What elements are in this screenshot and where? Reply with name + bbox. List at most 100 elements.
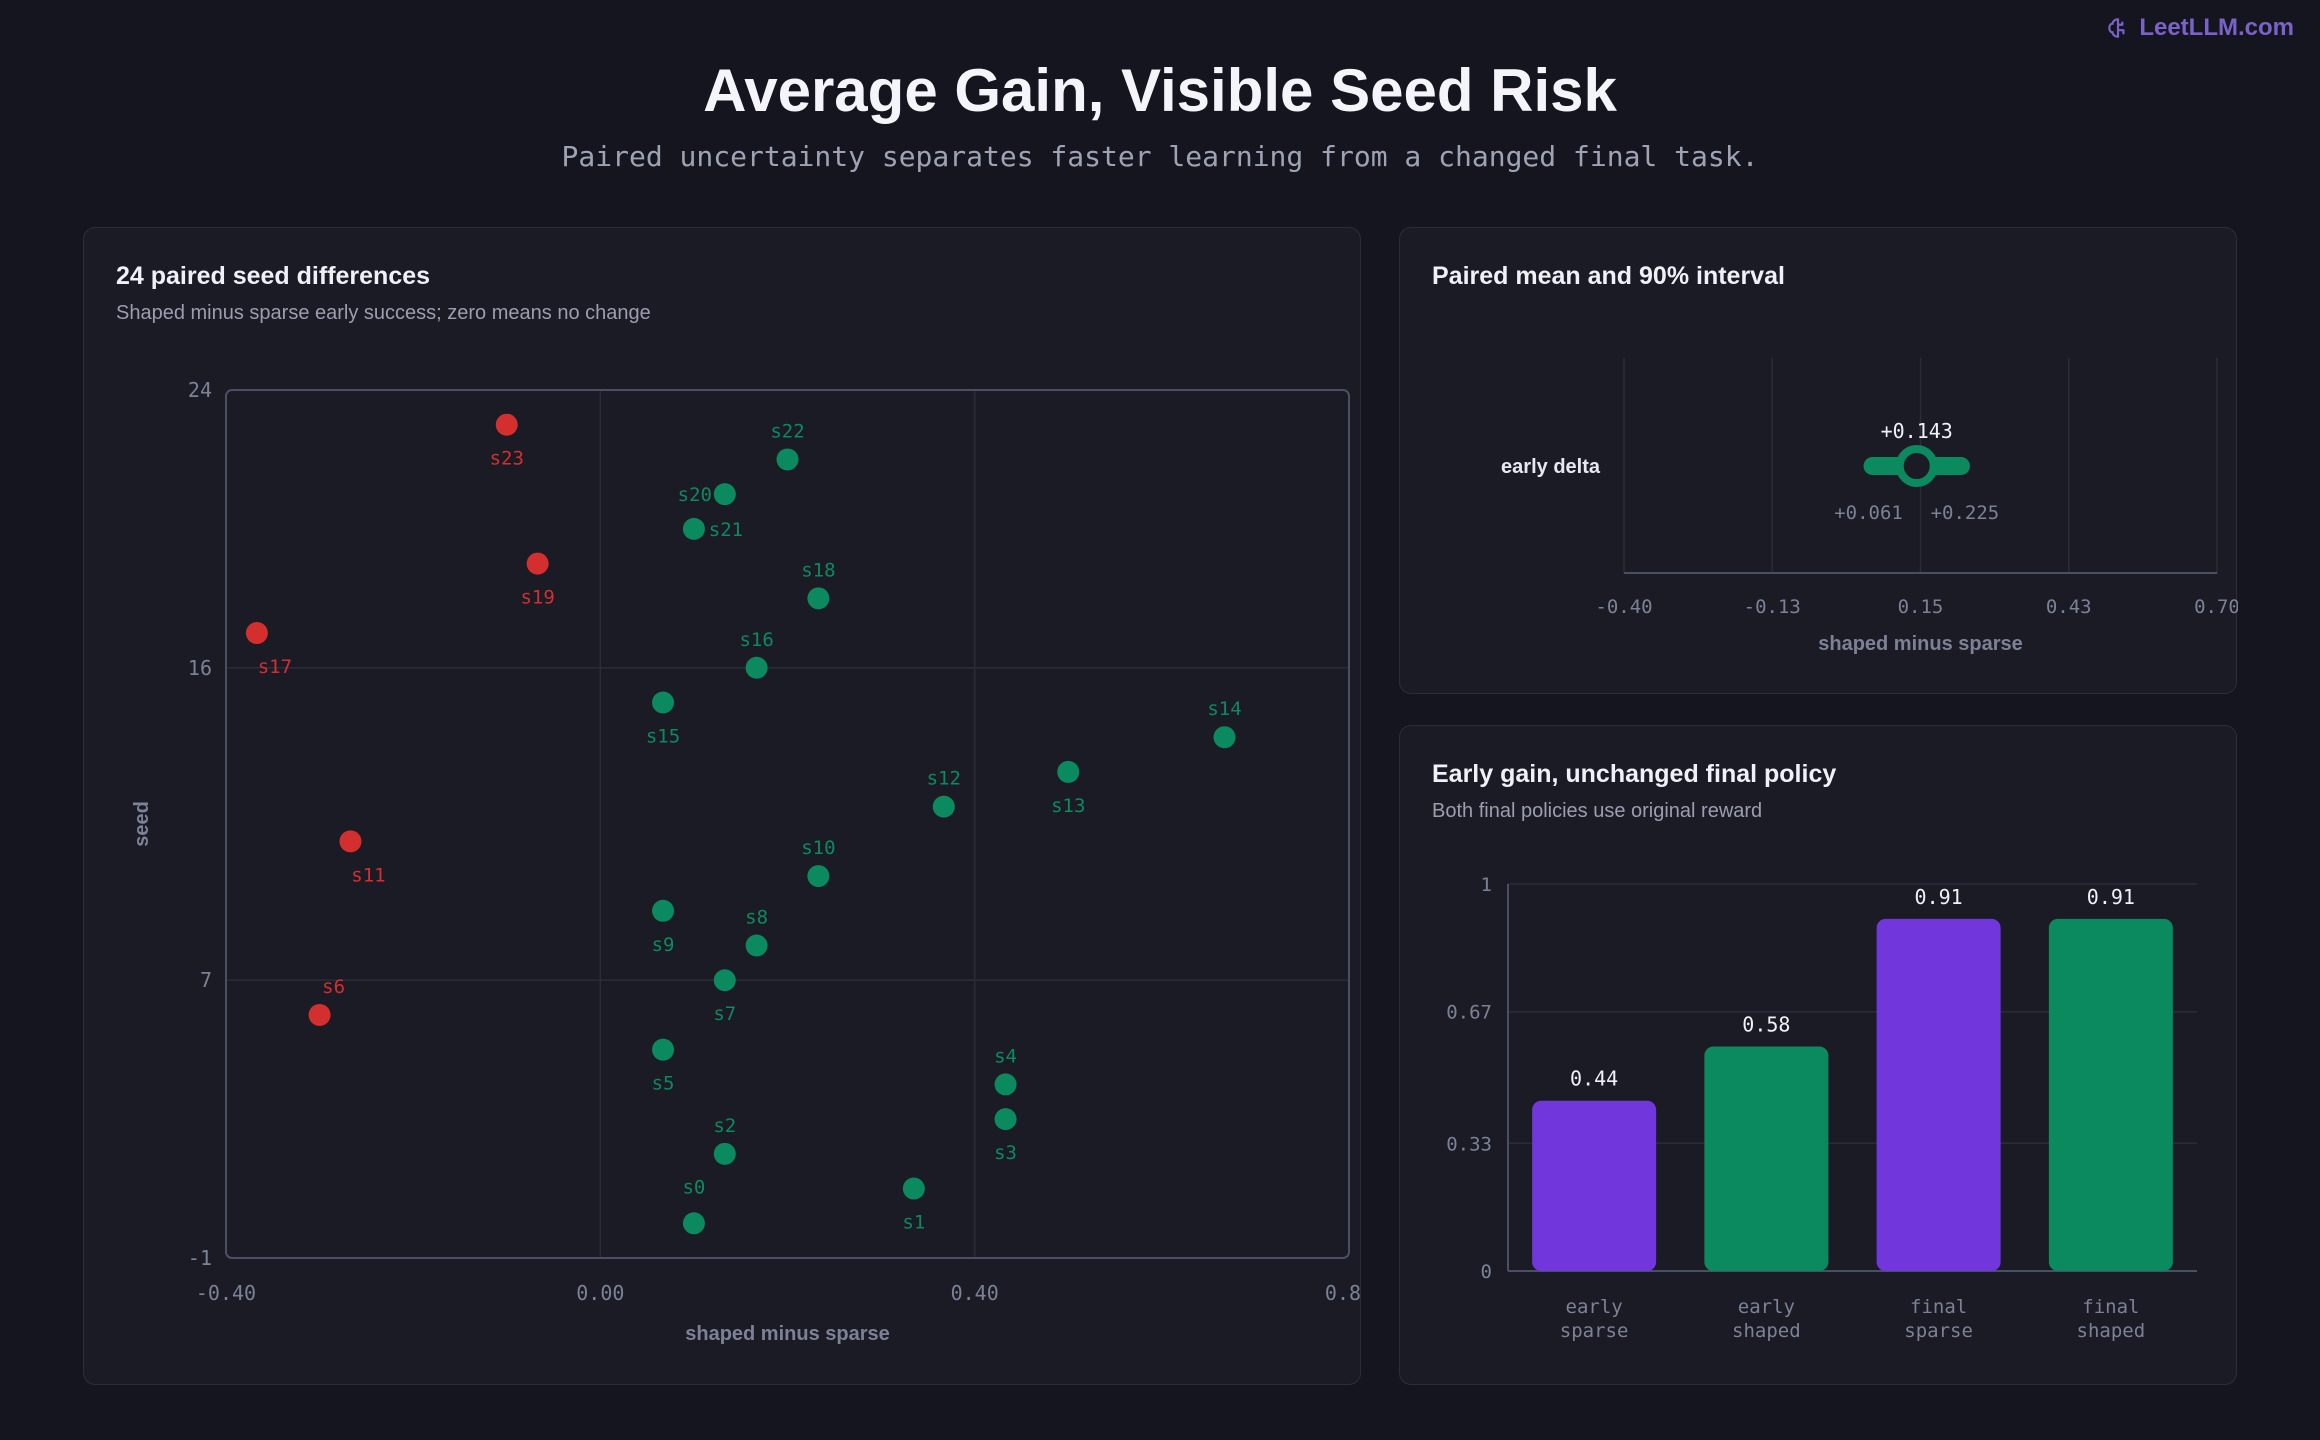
scatter-point-label: s17 xyxy=(258,656,292,678)
scatter-point-s22 xyxy=(776,448,799,471)
brand-name: LeetLLM.com xyxy=(2139,14,2294,41)
scatter-point-s12 xyxy=(932,795,955,818)
scatter-point-s1 xyxy=(902,1177,925,1200)
scatter-y-tick-label: 7 xyxy=(200,968,212,992)
bar-category-label: shaped xyxy=(1732,1320,1801,1342)
scatter-y-tick-label: 24 xyxy=(188,378,212,402)
scatter-point-s0 xyxy=(682,1212,705,1235)
bar-y-tick-label: 1 xyxy=(1481,874,1492,896)
scatter-title: 24 paired seed differences xyxy=(116,262,431,290)
scatter-point-label: s19 xyxy=(520,587,554,609)
bar-final-shaped xyxy=(2048,918,2173,1271)
scatter-point-s16 xyxy=(745,656,768,679)
bar-value-label: 0.44 xyxy=(1570,1067,1618,1091)
bar-final-sparse xyxy=(1876,918,2001,1271)
scatter-point-label: s11 xyxy=(351,864,385,886)
scatter-plot-frame xyxy=(225,389,1350,1259)
interval-panel: Paired mean and 90% interval -0.40 -0.13 0… xyxy=(1399,227,2238,694)
seed-differences-panel: 24 paired seed differences Shaped minus … xyxy=(83,227,1362,1385)
scatter-point-s21 xyxy=(682,517,705,540)
scatter-point-s13 xyxy=(1057,760,1080,783)
interval-mean-label: +0.143 xyxy=(1881,419,1953,443)
scatter-point-s3 xyxy=(994,1108,1017,1131)
interval-x-tick-label: 0.15 xyxy=(1898,596,1944,618)
page-title: Average Gain, Visible Seed Risk xyxy=(703,57,1617,124)
interval-row-label: early delta xyxy=(1501,456,1601,478)
scatter-point-s14 xyxy=(1213,726,1236,749)
bar-value-label: 0.91 xyxy=(2087,885,2135,909)
scatter-gridlines xyxy=(226,390,1349,1258)
interval-x-axis-label: shaped minus sparse xyxy=(1818,633,2023,655)
scatter-x-tick-label: 0.40 xyxy=(951,1281,999,1305)
interval-x-tick-label: 0.43 xyxy=(2046,596,2092,618)
bar-title: Early gain, unchanged final policy xyxy=(1432,760,1837,788)
scatter-point-label: s7 xyxy=(713,1003,736,1025)
interval-title: Paired mean and 90% interval xyxy=(1432,262,1785,290)
scatter-point-label: s22 xyxy=(770,420,804,442)
scatter-point-label: s15 xyxy=(646,725,680,747)
scatter-chart: -0.40 0.00 0.40 0.80 -1 7 16 24 shaped minus spa… xyxy=(131,378,1362,1345)
scatter-point-label: s16 xyxy=(739,629,773,651)
scatter-point-label: s10 xyxy=(801,837,835,859)
bar-panel: Early gain, unchanged final policy Both … xyxy=(1399,725,2237,1385)
scatter-point-s9 xyxy=(652,899,675,922)
bar-category-label: sparse xyxy=(1560,1320,1629,1342)
scatter-point-label: s13 xyxy=(1051,795,1085,817)
scatter-point-label: s6 xyxy=(322,976,345,998)
scatter-point-s15 xyxy=(652,691,675,714)
scatter-point-label: s4 xyxy=(994,1045,1017,1067)
scatter-point-s7 xyxy=(713,969,736,992)
bar-value-label: 0.91 xyxy=(1915,885,1963,909)
scatter-point-label: s0 xyxy=(682,1176,705,1198)
scatter-point-s5 xyxy=(652,1038,675,1061)
bar-category-label: final xyxy=(2082,1296,2139,1318)
bar-y-tick-label: 0.33 xyxy=(1446,1133,1492,1155)
bar-early-sparse xyxy=(1532,1100,1657,1271)
scatter-point-s23 xyxy=(495,413,518,436)
scatter-point-label: s5 xyxy=(652,1073,675,1095)
scatter-point-s19 xyxy=(526,552,549,575)
interval-x-tick-label: -0.13 xyxy=(1744,596,1801,618)
bar-y-tick-label: 0.67 xyxy=(1446,1002,1492,1024)
bar-early-shaped xyxy=(1704,1046,1829,1271)
scatter-point-label: s2 xyxy=(713,1115,736,1137)
scatter-x-tick-label: 0.00 xyxy=(576,1281,624,1305)
scatter-point-s8 xyxy=(745,934,768,957)
interval-x-tick-label: -0.40 xyxy=(1595,596,1652,618)
scatter-point-s20 xyxy=(713,483,736,506)
bar-value-label: 0.58 xyxy=(1742,1013,1790,1037)
scatter-point-label: s3 xyxy=(994,1142,1017,1164)
bar-category-label: early xyxy=(1566,1296,1623,1318)
scatter-point-label: s18 xyxy=(801,559,835,581)
scatter-point-label: s12 xyxy=(927,768,961,790)
scatter-y-axis-label: seed xyxy=(131,801,153,847)
interval-lower-label: +0.061 xyxy=(1834,502,1903,524)
scatter-point-label: s20 xyxy=(678,484,712,506)
bar-chart: 00.330.6710.44earlysparse0.58earlyshaped… xyxy=(1446,874,2197,1342)
bar-category-label: final xyxy=(1910,1296,1967,1318)
scatter-point-s6 xyxy=(308,1003,331,1026)
scatter-point-label: s14 xyxy=(1207,698,1241,720)
bar-subtitle: Both final policies use original reward xyxy=(1432,800,1763,822)
scatter-point-label: s1 xyxy=(902,1212,925,1234)
brand-logo[interactable]: LeetLLM.com xyxy=(2105,14,2294,42)
scatter-point-label: s21 xyxy=(709,519,743,541)
scatter-subtitle: Shaped minus sparse early success; zero … xyxy=(116,302,651,324)
scatter-point-s10 xyxy=(807,865,830,888)
scatter-point-label: s8 xyxy=(745,907,768,929)
scatter-point-s2 xyxy=(713,1142,736,1165)
bar-category-label: early xyxy=(1738,1296,1795,1318)
scatter-x-tick-label: 0.80 xyxy=(1325,1281,1362,1305)
scatter-x-axis-label: shaped minus sparse xyxy=(685,1323,890,1345)
brain-icon xyxy=(2108,18,2125,38)
scatter-point-s4 xyxy=(994,1073,1017,1096)
scatter-point-s11 xyxy=(339,830,362,853)
scatter-y-tick-label: 16 xyxy=(188,656,212,680)
interval-x-tick-label: 0.70 xyxy=(2194,596,2238,618)
scatter-point-label: s23 xyxy=(490,448,524,470)
scatter-y-tick-label: -1 xyxy=(188,1246,212,1270)
interval-mean-marker xyxy=(1895,445,1938,487)
scatter-point-s17 xyxy=(245,622,268,645)
scatter-point-s18 xyxy=(807,587,830,610)
bar-category-label: shaped xyxy=(2077,1320,2146,1342)
